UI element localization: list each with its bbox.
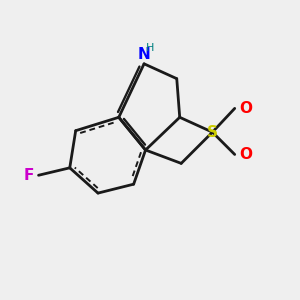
Text: S: S bbox=[207, 125, 218, 140]
Text: F: F bbox=[24, 168, 34, 183]
Text: O: O bbox=[239, 147, 252, 162]
Text: H: H bbox=[146, 44, 154, 53]
Text: N: N bbox=[138, 47, 150, 62]
Text: O: O bbox=[239, 101, 252, 116]
